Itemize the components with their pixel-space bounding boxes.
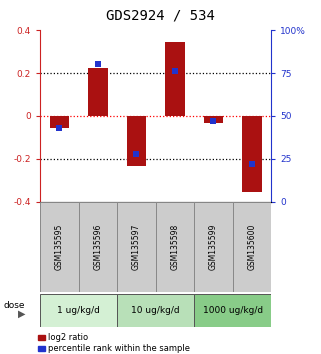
Bar [165,42,185,116]
Text: 1 ug/kg/d: 1 ug/kg/d [57,306,100,315]
Point [172,68,178,74]
FancyBboxPatch shape [79,202,117,292]
FancyBboxPatch shape [40,294,117,327]
Point [249,161,255,167]
Bar [127,116,146,166]
Text: GSM135596: GSM135596 [93,224,102,270]
Point [134,151,139,156]
Legend: log2 ratio, percentile rank within the sample: log2 ratio, percentile rank within the s… [38,333,190,354]
Text: dose: dose [3,301,25,310]
Text: 10 ug/kg/d: 10 ug/kg/d [131,306,180,315]
Point [57,125,62,131]
Text: GSM135597: GSM135597 [132,224,141,270]
FancyBboxPatch shape [194,202,233,292]
FancyBboxPatch shape [156,202,194,292]
Point [95,62,100,67]
Bar [50,116,69,128]
Bar [204,116,223,123]
FancyBboxPatch shape [194,294,271,327]
Text: GSM135600: GSM135600 [247,224,256,270]
Text: 1000 ug/kg/d: 1000 ug/kg/d [203,306,263,315]
FancyBboxPatch shape [117,202,156,292]
Text: GSM135599: GSM135599 [209,224,218,270]
Text: GSM135598: GSM135598 [170,224,179,270]
Text: GSM135595: GSM135595 [55,224,64,270]
FancyBboxPatch shape [233,202,271,292]
FancyBboxPatch shape [117,294,194,327]
Point [211,118,216,124]
Text: GDS2924 / 534: GDS2924 / 534 [106,9,215,23]
Text: ▶: ▶ [18,308,25,319]
Bar [88,68,108,116]
FancyBboxPatch shape [40,202,79,292]
Bar [242,116,262,192]
